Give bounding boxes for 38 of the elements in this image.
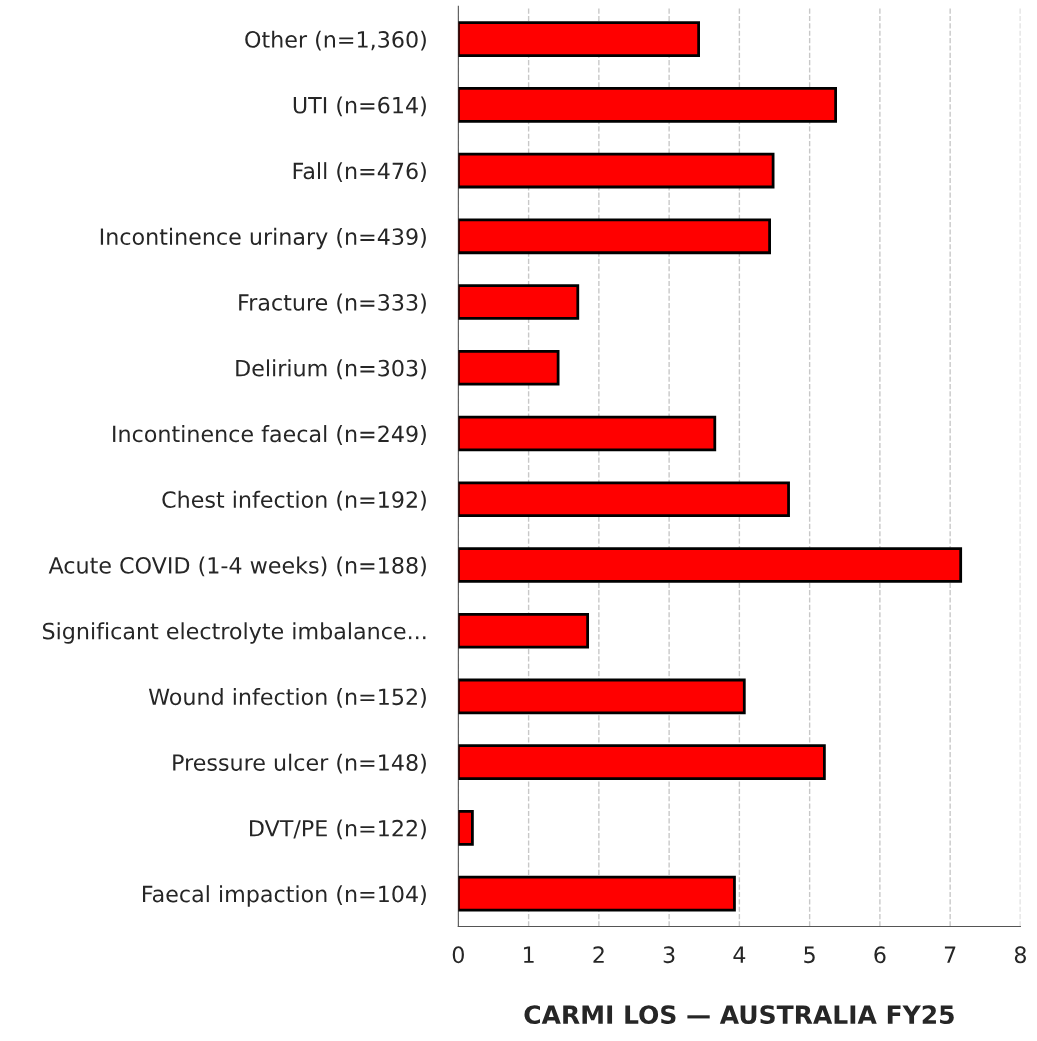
y-tick-label: Faecal impaction (n=104) (143, 885, 426, 907)
bar (458, 284, 580, 320)
x-tick-label: 1 (523, 946, 534, 963)
bar (458, 152, 775, 189)
x-tick-label: 4 (733, 946, 746, 963)
y-tick-label: Fracture (n=333) (239, 293, 426, 314)
bar (458, 481, 790, 518)
y-tick-label: Wound infection (n=152) (148, 687, 426, 708)
x-axis-title: CARMI LOS — AUSTRALIA FY25 (524, 1005, 954, 1025)
y-tick-label: Pressure ulcer (n=148) (173, 753, 426, 774)
bar (458, 612, 590, 649)
y-tick-label: Incontinence faecal (n=249) (113, 425, 426, 445)
y-tick-label: Acute COVID (1-4 weeks) (n=188) (48, 556, 426, 577)
bar (458, 547, 963, 583)
bar (458, 21, 701, 57)
x-tick-label: 7 (944, 946, 956, 963)
y-tick-label: Significant electrolyte imbalance... (42, 622, 426, 644)
y-tick-label: DVT/PE (n=122) (250, 819, 426, 840)
bar (458, 744, 826, 780)
x-tick-label: 0 (452, 946, 464, 964)
y-tick-label: Chest infection (n=192) (162, 490, 426, 511)
bar (458, 218, 771, 255)
x-tick-label: 2 (593, 946, 604, 963)
y-tick-label: UTI (n=614) (293, 96, 426, 117)
bar (458, 678, 746, 715)
x-tick-label: 5 (804, 946, 815, 964)
bar (458, 875, 736, 912)
y-tick-label: Fall (n=476) (293, 162, 426, 182)
y-tick-label: Delirium (n=303) (236, 359, 426, 380)
bar (458, 87, 838, 123)
bar (458, 810, 474, 846)
x-tick-label: 3 (663, 946, 675, 964)
y-tick-label: Other (n=1,360) (245, 30, 426, 51)
x-tick-label: 6 (874, 946, 886, 964)
bar (458, 415, 717, 452)
y-tick-label: Incontinence urinary (n=439) (100, 227, 426, 250)
bar (458, 349, 560, 386)
x-tick-label: 8 (1014, 946, 1026, 964)
